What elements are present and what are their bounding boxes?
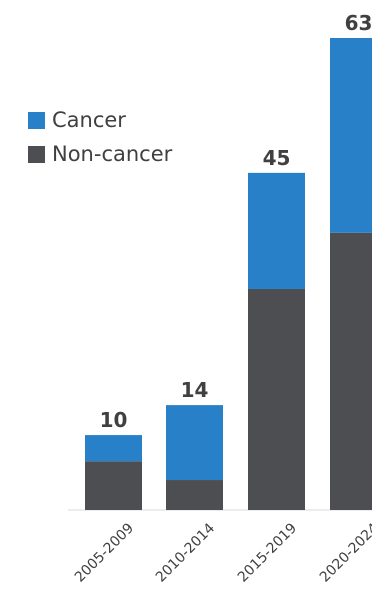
x-tick-label-2005-2009: 2005-2009: [72, 520, 137, 585]
total-label-2005-2009: 10: [100, 408, 128, 432]
legend-item-non-cancer: Non-cancer: [28, 137, 172, 171]
total-labels: 10 14 45 63: [100, 11, 372, 432]
legend: Cancer Non-cancer: [28, 103, 172, 171]
total-label-2020-2024: 63: [345, 11, 372, 35]
legend-item-cancer: Cancer: [28, 103, 172, 137]
bars: [85, 38, 372, 511]
x-tick-label-2020-2024: 2020-2024: [317, 520, 372, 585]
bar-cancer-2020-2024: [330, 38, 372, 233]
total-label-2010-2014: 14: [181, 378, 209, 402]
x-tick-label-2010-2014: 2010-2014: [153, 520, 218, 585]
bar-non-cancer-2015-2019: [248, 288, 305, 510]
bar-non-cancer-2020-2024: [330, 232, 372, 511]
legend-swatch-non-cancer: [28, 145, 45, 163]
bar-cancer-2005-2009: [85, 435, 142, 462]
x-tick-labels: 2005-2009 2010-2014 2015-2019 2020-2024: [72, 520, 372, 585]
legend-swatch-cancer: [28, 111, 45, 129]
legend-label-non-cancer: Non-cancer: [52, 142, 173, 166]
bar-non-cancer-2010-2014: [166, 480, 223, 510]
x-tick-label-2015-2019: 2015-2019: [235, 520, 300, 585]
bar-cancer-2010-2014: [166, 405, 223, 481]
legend-label-cancer: Cancer: [52, 108, 126, 132]
total-label-2015-2019: 45: [263, 146, 291, 170]
bar-cancer-2015-2019: [248, 172, 305, 289]
bar-non-cancer-2005-2009: [85, 461, 142, 510]
